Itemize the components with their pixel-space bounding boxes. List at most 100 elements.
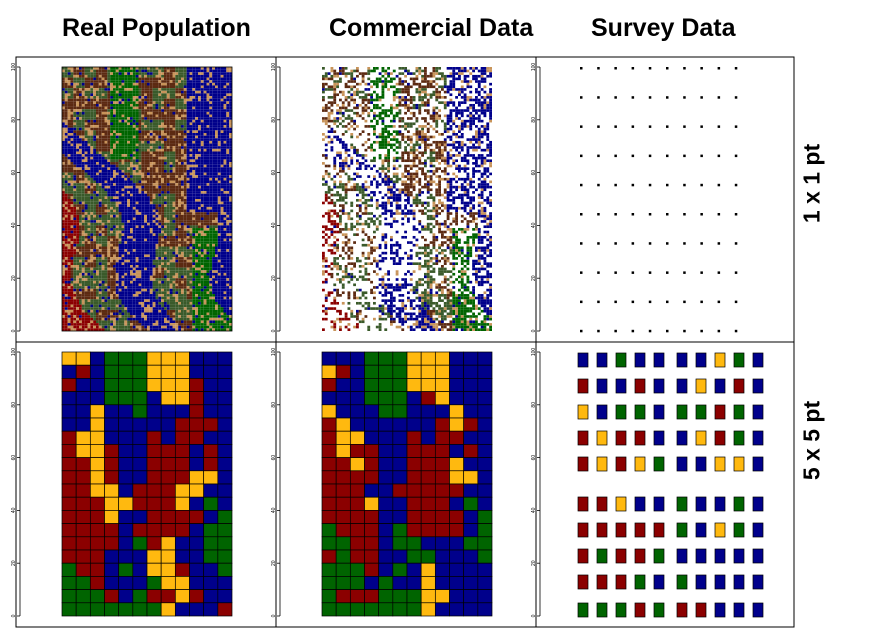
fine-cell — [189, 143, 193, 147]
fine-cell — [104, 96, 108, 99]
fine-cell — [124, 106, 128, 110]
fine-cell — [124, 67, 128, 70]
fine-cell — [93, 185, 96, 189]
fine-cell — [93, 117, 96, 120]
fine-cell — [198, 188, 201, 192]
fine-cell — [62, 72, 65, 75]
fine-cell — [155, 127, 159, 131]
fine-cell — [90, 88, 94, 91]
fine-cell — [189, 243, 193, 247]
fine-cell — [161, 275, 164, 279]
fine-cell — [141, 111, 145, 115]
fine-cell — [141, 209, 145, 213]
fine-cell — [144, 204, 147, 207]
fine-cell — [172, 154, 176, 157]
fine-cell — [76, 169, 79, 173]
fine-cell — [127, 117, 130, 120]
fine-cell — [161, 193, 164, 197]
fine-cell — [215, 270, 218, 273]
fine-cell — [149, 72, 153, 75]
fine-cell — [155, 111, 159, 115]
fine-cell — [132, 191, 136, 194]
fine-cell — [107, 93, 111, 97]
fine-cell — [124, 254, 128, 258]
fine-cell — [101, 159, 105, 163]
fine-cell — [220, 90, 224, 94]
fine-cell — [67, 233, 71, 236]
fine-cell — [130, 233, 133, 236]
fine-cell — [229, 257, 232, 260]
fine-cell — [198, 259, 201, 263]
fine-cell — [206, 214, 210, 218]
fine-cell — [206, 225, 210, 229]
fine-cell — [113, 101, 116, 104]
fine-cell — [209, 167, 213, 170]
fine-cell — [229, 246, 232, 250]
fine-cell — [152, 93, 156, 97]
fine-cell — [149, 172, 153, 176]
fine-cell — [84, 80, 88, 83]
fine-cell — [149, 225, 153, 229]
fine-cell — [96, 265, 99, 268]
fine-cell — [90, 77, 94, 81]
fine-cell — [67, 146, 71, 149]
fine-cell — [93, 143, 96, 147]
fine-cell — [144, 225, 147, 229]
fine-cell — [73, 125, 77, 128]
fine-cell — [175, 127, 179, 131]
fine-cell — [183, 214, 187, 218]
fine-cell — [124, 257, 128, 260]
fine-cell — [158, 125, 162, 128]
fine-cell — [67, 133, 71, 136]
fine-cell — [226, 243, 230, 247]
fine-cell — [132, 82, 136, 86]
fine-cell — [96, 254, 99, 258]
fine-cell — [107, 122, 111, 126]
fine-cell — [175, 206, 179, 210]
fine-cell — [161, 204, 164, 207]
fine-cell — [67, 125, 71, 128]
fine-cell — [93, 72, 96, 75]
fine-cell — [98, 177, 102, 181]
fine-cell — [183, 98, 187, 102]
fine-cell — [149, 127, 153, 131]
fine-cell — [130, 122, 133, 126]
fine-cell — [79, 69, 82, 73]
fine-cell — [166, 225, 170, 229]
fine-cell — [118, 135, 122, 139]
fine-cell — [64, 270, 68, 273]
fine-cell — [161, 217, 164, 221]
fine-cell — [70, 162, 74, 165]
fine-cell — [223, 80, 227, 83]
fine-cell — [200, 243, 204, 247]
fine-cell — [76, 272, 79, 276]
fine-cell — [192, 154, 196, 157]
fine-cell — [141, 214, 145, 218]
fine-cell — [209, 270, 213, 273]
fine-cell — [70, 119, 74, 123]
fine-cell — [178, 164, 181, 168]
fine-cell — [121, 106, 125, 110]
fine-cell — [76, 114, 79, 118]
fine-cell — [144, 140, 147, 144]
fine-cell — [115, 217, 119, 221]
fine-cell — [96, 133, 99, 136]
fine-cell — [164, 183, 167, 186]
fine-cell — [192, 177, 196, 181]
fine-cell — [198, 103, 201, 107]
fine-cell — [178, 67, 181, 70]
fine-cell — [152, 201, 156, 205]
fine-cell — [90, 222, 94, 226]
fine-cell — [98, 175, 102, 178]
fine-cell — [62, 275, 65, 279]
fine-cell — [96, 238, 99, 242]
fine-cell — [115, 125, 119, 128]
fine-cell — [186, 257, 190, 260]
fine-cell — [189, 272, 193, 276]
fine-cell — [198, 159, 201, 163]
fine-cell — [195, 159, 198, 163]
fine-cell — [195, 148, 198, 152]
fine-cell — [124, 217, 128, 221]
fine-cell — [183, 111, 187, 115]
fine-cell — [169, 280, 173, 284]
